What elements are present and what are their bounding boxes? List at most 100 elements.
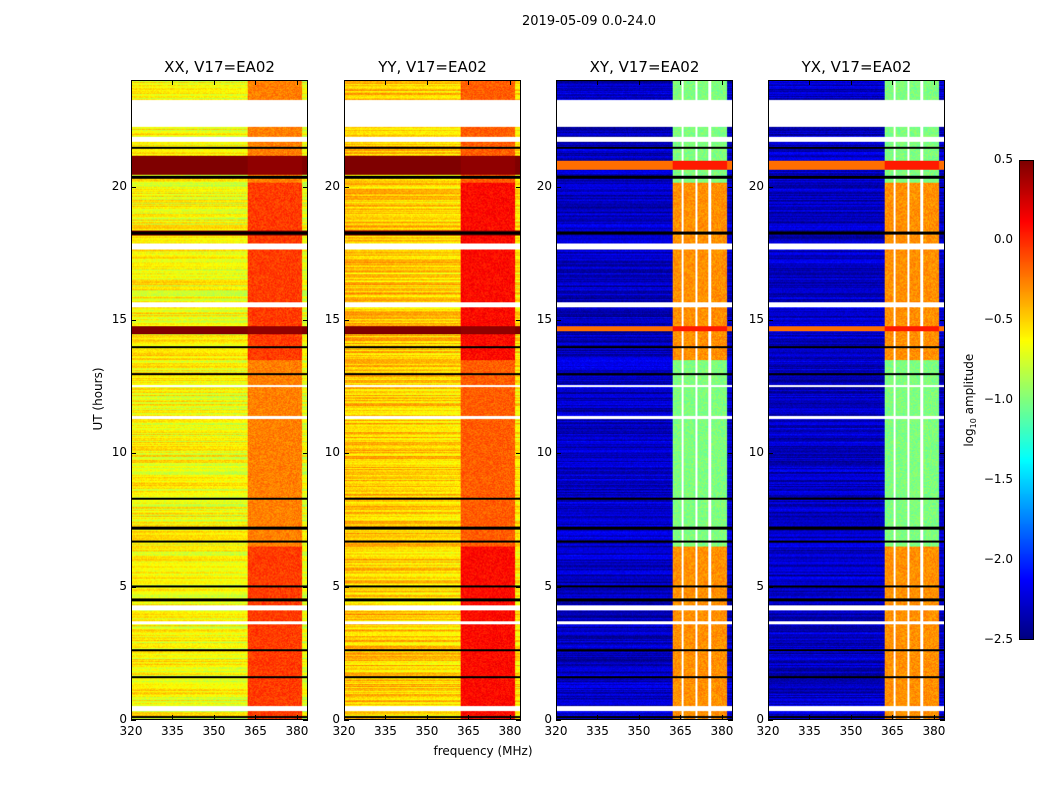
- colorbar-tick-label: 0.0: [993, 232, 1013, 246]
- x-tick-mark: [556, 80, 557, 85]
- y-tick-mark: [768, 186, 773, 188]
- y-tick-label: 20: [111, 178, 127, 193]
- y-tick-label: 10: [748, 445, 764, 460]
- colorbar-label-rest: amplitude: [961, 353, 976, 419]
- colorbar-tick-label: −0.5: [983, 312, 1013, 326]
- y-tick-label: 15: [748, 312, 764, 326]
- y-tick-mark: [131, 720, 136, 721]
- x-tick-label: 350: [202, 724, 226, 738]
- x-tick-mark: [556, 715, 557, 720]
- y-tick-mark: [303, 720, 308, 721]
- x-tick-label: 350: [839, 724, 863, 738]
- heatmap-panel: [556, 80, 733, 720]
- y-tick-mark: [940, 586, 945, 588]
- x-tick-label: 365: [881, 724, 904, 738]
- x-tick-label: 335: [798, 724, 821, 738]
- y-tick-mark: [516, 186, 521, 188]
- colorbar-tick-label: −2.0: [983, 552, 1013, 566]
- panel-title: YY, V17=EA02: [378, 58, 487, 76]
- x-tick-label: 380: [922, 724, 946, 738]
- y-tick-mark: [556, 720, 561, 721]
- y-tick-mark: [344, 320, 349, 321]
- x-tick-mark: [385, 715, 387, 720]
- colorbar-tick-label: −1.0: [983, 392, 1013, 406]
- colorbar-tick-label: −1.5: [983, 472, 1013, 486]
- x-tick-mark: [344, 80, 345, 85]
- x-tick-label: 320: [544, 724, 568, 738]
- y-tick-mark: [768, 720, 773, 721]
- x-tick-mark: [638, 80, 640, 85]
- y-tick-label: 15: [111, 312, 127, 326]
- colorbar-tick-label: 0.5: [993, 152, 1013, 166]
- heatmap-panel: [344, 80, 521, 720]
- x-tick-label: 365: [244, 724, 267, 738]
- x-tick-mark: [172, 715, 174, 720]
- y-tick-mark: [344, 586, 349, 588]
- y-tick-label: 5: [332, 578, 340, 593]
- x-tick-mark: [809, 80, 811, 85]
- y-tick-mark: [556, 586, 561, 588]
- x-tick-mark: [721, 80, 723, 85]
- y-axis-label: UT (hours): [91, 367, 105, 431]
- x-tick-mark: [850, 80, 852, 85]
- y-tick-mark: [728, 720, 733, 721]
- x-tick-mark: [296, 80, 298, 85]
- x-tick-mark: [768, 715, 769, 720]
- y-tick-mark: [728, 586, 733, 588]
- y-tick-mark: [768, 453, 773, 455]
- y-tick-label: 15: [536, 312, 552, 326]
- colorbar-tick-label: −2.5: [983, 632, 1013, 646]
- heatmap-image: [132, 81, 307, 719]
- figure-title: 2019-05-09 0.0-24.0: [522, 14, 656, 29]
- x-tick-label: 365: [457, 724, 480, 738]
- x-tick-mark: [468, 715, 470, 720]
- panel-title: YX, V17=EA02: [801, 58, 912, 76]
- x-tick-mark: [213, 715, 215, 720]
- x-tick-mark: [468, 80, 470, 85]
- x-tick-mark: [385, 80, 387, 85]
- x-tick-mark: [131, 715, 132, 720]
- y-tick-mark: [940, 186, 945, 188]
- y-tick-label: 10: [111, 445, 127, 460]
- y-tick-mark: [344, 453, 349, 455]
- y-tick-label: 20: [324, 178, 340, 193]
- y-tick-label: 5: [119, 578, 127, 593]
- y-tick-label: 10: [324, 445, 340, 460]
- y-tick-mark: [728, 320, 733, 321]
- x-tick-label: 335: [161, 724, 184, 738]
- colorbar-label-sub: 10: [969, 418, 979, 429]
- heatmap-panel: [131, 80, 308, 720]
- y-tick-mark: [768, 586, 773, 588]
- y-tick-label: 0: [119, 712, 127, 726]
- y-tick-mark: [131, 586, 136, 588]
- y-tick-label: 0: [756, 712, 764, 726]
- y-tick-mark: [728, 186, 733, 188]
- x-tick-label: 320: [756, 724, 780, 738]
- x-tick-label: 320: [332, 724, 356, 738]
- x-tick-mark: [680, 715, 682, 720]
- x-tick-mark: [131, 80, 132, 85]
- y-tick-mark: [344, 720, 349, 721]
- colorbar-label-log: log: [961, 428, 976, 447]
- x-tick-label: 380: [498, 724, 522, 738]
- x-tick-label: 335: [374, 724, 397, 738]
- x-tick-mark: [426, 715, 428, 720]
- x-tick-mark: [344, 715, 345, 720]
- x-tick-mark: [809, 715, 811, 720]
- x-tick-mark: [255, 80, 257, 85]
- x-tick-mark: [892, 715, 894, 720]
- panel-title: XX, V17=EA02: [164, 58, 275, 76]
- panel-title: XY, V17=EA02: [589, 58, 700, 76]
- y-tick-mark: [303, 320, 308, 321]
- y-tick-mark: [556, 320, 561, 321]
- y-tick-mark: [131, 186, 136, 188]
- x-tick-mark: [638, 715, 640, 720]
- y-tick-label: 10: [536, 445, 552, 460]
- x-tick-mark: [597, 80, 599, 85]
- heatmap-panel: [768, 80, 945, 720]
- y-tick-mark: [768, 320, 773, 321]
- x-tick-label: 350: [627, 724, 651, 738]
- x-tick-mark: [933, 715, 935, 720]
- y-tick-label: 5: [544, 578, 552, 593]
- y-tick-mark: [303, 453, 308, 455]
